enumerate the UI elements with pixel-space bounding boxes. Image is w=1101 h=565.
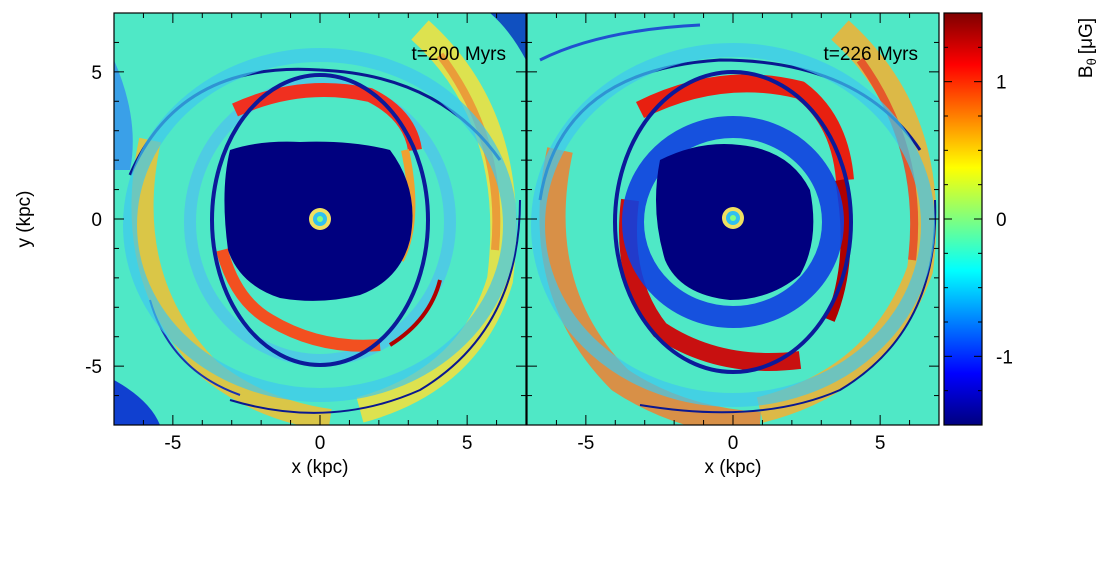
colorbar-tick-label: 1 <box>996 73 1007 94</box>
tick-marks <box>113 12 982 426</box>
time-label-left: t=200 Myrs <box>411 44 506 65</box>
y-tick-label: 5 <box>91 63 102 84</box>
x-axis-title-right: x (kpc) <box>705 457 762 478</box>
colorbar-title-sub: θ <box>1084 58 1099 65</box>
heatmap-panel-right <box>526 12 940 426</box>
colorbar-title: Bθ [μG] <box>1076 18 1099 78</box>
y-tick-label: -5 <box>85 357 102 378</box>
x-tick-label-left: 0 <box>315 433 326 454</box>
x-tick-label-right: 0 <box>728 433 739 454</box>
heatmap-panel-left <box>113 12 527 426</box>
x-tick-label-right: 5 <box>875 433 886 454</box>
colorbar-title-main: B <box>1076 65 1097 78</box>
y-axis-title: y (kpc) <box>14 191 35 248</box>
y-tick-label: 0 <box>91 210 102 231</box>
x-tick-label-left: -5 <box>164 433 181 454</box>
x-tick-label-left: 5 <box>462 433 473 454</box>
x-tick-label-right: -5 <box>577 433 594 454</box>
time-label-right: t=226 Myrs <box>823 44 918 65</box>
colorbar-tick-label: 0 <box>996 210 1007 231</box>
colorbar-title-unit: [μG] <box>1076 18 1097 54</box>
tick-labels: -5 0 5 -5 0 5 -5 0 5 -1 0 1 <box>85 63 1013 454</box>
colorbar-tick-label: -1 <box>996 347 1013 368</box>
x-axis-title-left: x (kpc) <box>292 457 349 478</box>
